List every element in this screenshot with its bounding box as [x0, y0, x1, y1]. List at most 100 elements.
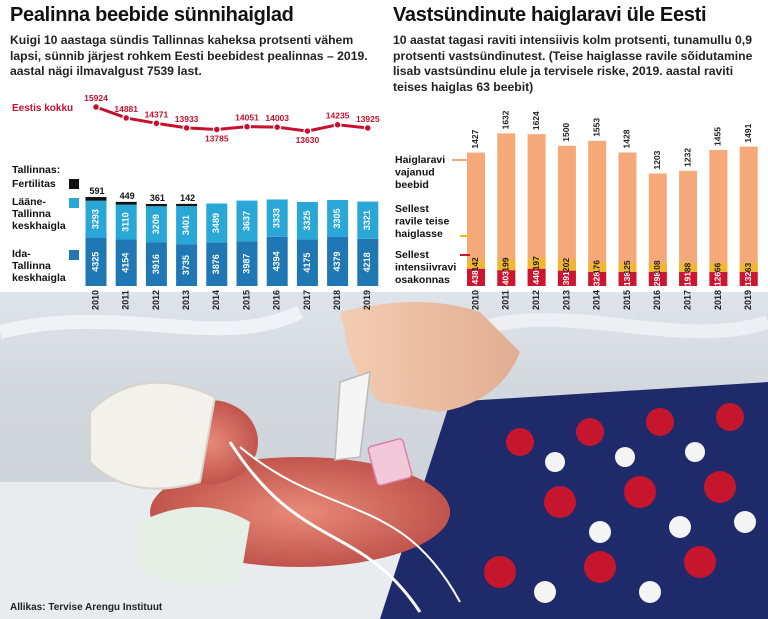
bar-intensiiv-2019	[739, 272, 758, 286]
label-haiglaravi-2018: 1455	[713, 127, 723, 146]
legend-group-label: Tallinnas:	[12, 164, 60, 176]
label-fertilitas-2012: 361	[150, 193, 165, 203]
label-intensiiv-2018: 126	[713, 272, 723, 286]
bar-haiglaravi-2015	[618, 152, 637, 286]
point-eestis-2017	[303, 127, 312, 136]
bar-teine-haigla-2014	[588, 262, 607, 272]
label-teine-haigla-2013: 202	[561, 258, 571, 272]
bar-teine-haigla-2017	[679, 263, 698, 272]
bar-intensiiv-2015	[618, 272, 637, 286]
bar-haiglaravi-2011	[497, 133, 516, 286]
bar-fertilitas-2012	[145, 203, 167, 207]
label-laane-2014: 3489	[211, 213, 221, 233]
label-teine-haigla-2012: 197	[531, 256, 541, 270]
bar-intensiiv-2012	[527, 268, 546, 286]
bar-teine-haigla-2016	[648, 263, 667, 272]
label-haiglaravi-2017: 1232	[682, 148, 692, 167]
bar-ida-2016	[266, 236, 288, 286]
label-laane-2018: 3305	[332, 208, 342, 228]
left-description: Kuigi 10 aastaga sündis Tallinnas kaheks…	[10, 33, 368, 79]
bar-laane-2017	[296, 202, 318, 240]
bar-ida-2015	[236, 241, 258, 286]
bar-teine-haigla-2019	[739, 263, 758, 272]
x-tick-right-2018: 2018	[713, 290, 723, 310]
bar-fertilitas-2013	[176, 203, 198, 207]
x-tick-left-2017: 2017	[302, 290, 312, 310]
label-teine-haigla-2016: 108	[652, 260, 662, 274]
bar-ida-2017	[296, 239, 318, 286]
label-haiglaravi-2015: 1428	[622, 129, 632, 148]
label-teine-haigla-2015: 125	[622, 260, 632, 274]
x-tick-right-2011: 2011	[501, 290, 511, 310]
label-intensiiv-2016: 298	[652, 272, 662, 286]
label-haiglaravi-2014: 1553	[591, 118, 601, 137]
point-eestis-2016	[273, 123, 282, 132]
bar-intensiiv-2010	[467, 268, 485, 286]
bar-ida-2012	[145, 242, 167, 286]
legend-teine-haigla: Sellest ravile teise haiglasse	[395, 203, 449, 240]
label-eestis-2010: 15924	[84, 93, 108, 103]
label-ida-2010: 4325	[90, 252, 100, 272]
bar-haiglaravi-2017	[679, 170, 698, 286]
x-tick-left-2010: 2010	[90, 290, 100, 310]
label-ida-2011: 4154	[121, 253, 131, 273]
label-fertilitas-2010: 591	[89, 186, 104, 196]
label-teine-haigla-2018: 66	[713, 263, 723, 273]
bar-intensiiv-2018	[709, 272, 728, 286]
label-eestis-2015: 14051	[235, 113, 259, 123]
bar-haiglaravi-2010	[467, 152, 485, 286]
label-eestis-2019: 13925	[356, 114, 380, 124]
bar-teine-haigla-2012	[527, 257, 546, 269]
point-eestis-2013	[182, 123, 191, 132]
x-tick-right-2012: 2012	[531, 290, 541, 310]
bar-teine-haigla-2010	[467, 259, 485, 269]
label-laane-2012: 3209	[151, 214, 161, 234]
x-tick-left-2016: 2016	[272, 290, 282, 310]
label-intensiiv-2012: 440	[531, 270, 541, 284]
bar-haiglaravi-2016	[648, 173, 667, 286]
bar-laane-2011	[115, 204, 137, 240]
label-ida-2018: 4379	[332, 251, 342, 271]
label-ida-2019: 4218	[362, 252, 372, 272]
point-eestis-2018	[333, 120, 342, 129]
point-eestis-2019	[363, 123, 372, 133]
label-laane-2019: 3321	[362, 210, 372, 230]
bar-teine-haigla-2013	[557, 259, 576, 271]
label-ida-2012: 3916	[151, 254, 161, 274]
label-laane-2015: 3637	[241, 211, 251, 231]
label-laane-2013: 3401	[181, 215, 191, 235]
left-chart: 4325 3293 591 2010 4154 3110 449 2011 3916 3209 36…	[12, 93, 380, 310]
left-title: Pealinna beebide sünnihaiglad	[10, 4, 294, 26]
x-tick-right-2013: 2013	[561, 290, 571, 310]
bar-ida-2013	[176, 244, 198, 286]
x-tick-left-2014: 2014	[211, 290, 221, 310]
x-tick-left-2013: 2013	[181, 290, 191, 310]
bar-intensiiv-2016	[648, 272, 667, 286]
label-haiglaravi-2010: 1427	[470, 129, 480, 148]
bar-haiglaravi-2018	[709, 149, 728, 286]
bar-haiglaravi-2013	[557, 145, 576, 286]
left-header: Pealinna beebide sünnihaiglad Kuigi 10 a…	[10, 4, 380, 80]
label-eestis-2017: 13630	[296, 135, 320, 145]
bar-intensiiv-2017	[679, 272, 698, 286]
bar-haiglaravi-2019	[739, 146, 758, 286]
bar-teine-haigla-2018	[709, 263, 728, 272]
legend-intensiiv: Sellest intensiivravi osakonnas	[395, 249, 456, 286]
point-eestis-2015	[242, 122, 252, 131]
x-tick-left-2012: 2012	[151, 290, 161, 310]
legend-laane: Lääne-Tallinna keskhaigla	[12, 196, 66, 232]
label-fertilitas-2011: 449	[120, 191, 135, 201]
x-tick-right-2019: 2019	[743, 290, 753, 310]
bar-laane-2013	[176, 206, 198, 245]
label-ida-2017: 4175	[302, 253, 312, 273]
bar-laane-2018	[327, 199, 349, 237]
label-ida-2015: 3987	[241, 254, 251, 274]
source-note: Allikas: Tervise Arengu Instituut	[10, 602, 163, 613]
label-ida-2014: 3876	[211, 254, 221, 274]
label-laane-2017: 3325	[302, 211, 312, 231]
bar-laane-2014	[206, 203, 228, 243]
right-header: Vastsündinute haiglaravi üle Eesti 10 aa…	[393, 4, 763, 95]
bar-ida-2010	[85, 237, 107, 286]
point-eestis-2011	[122, 113, 131, 123]
